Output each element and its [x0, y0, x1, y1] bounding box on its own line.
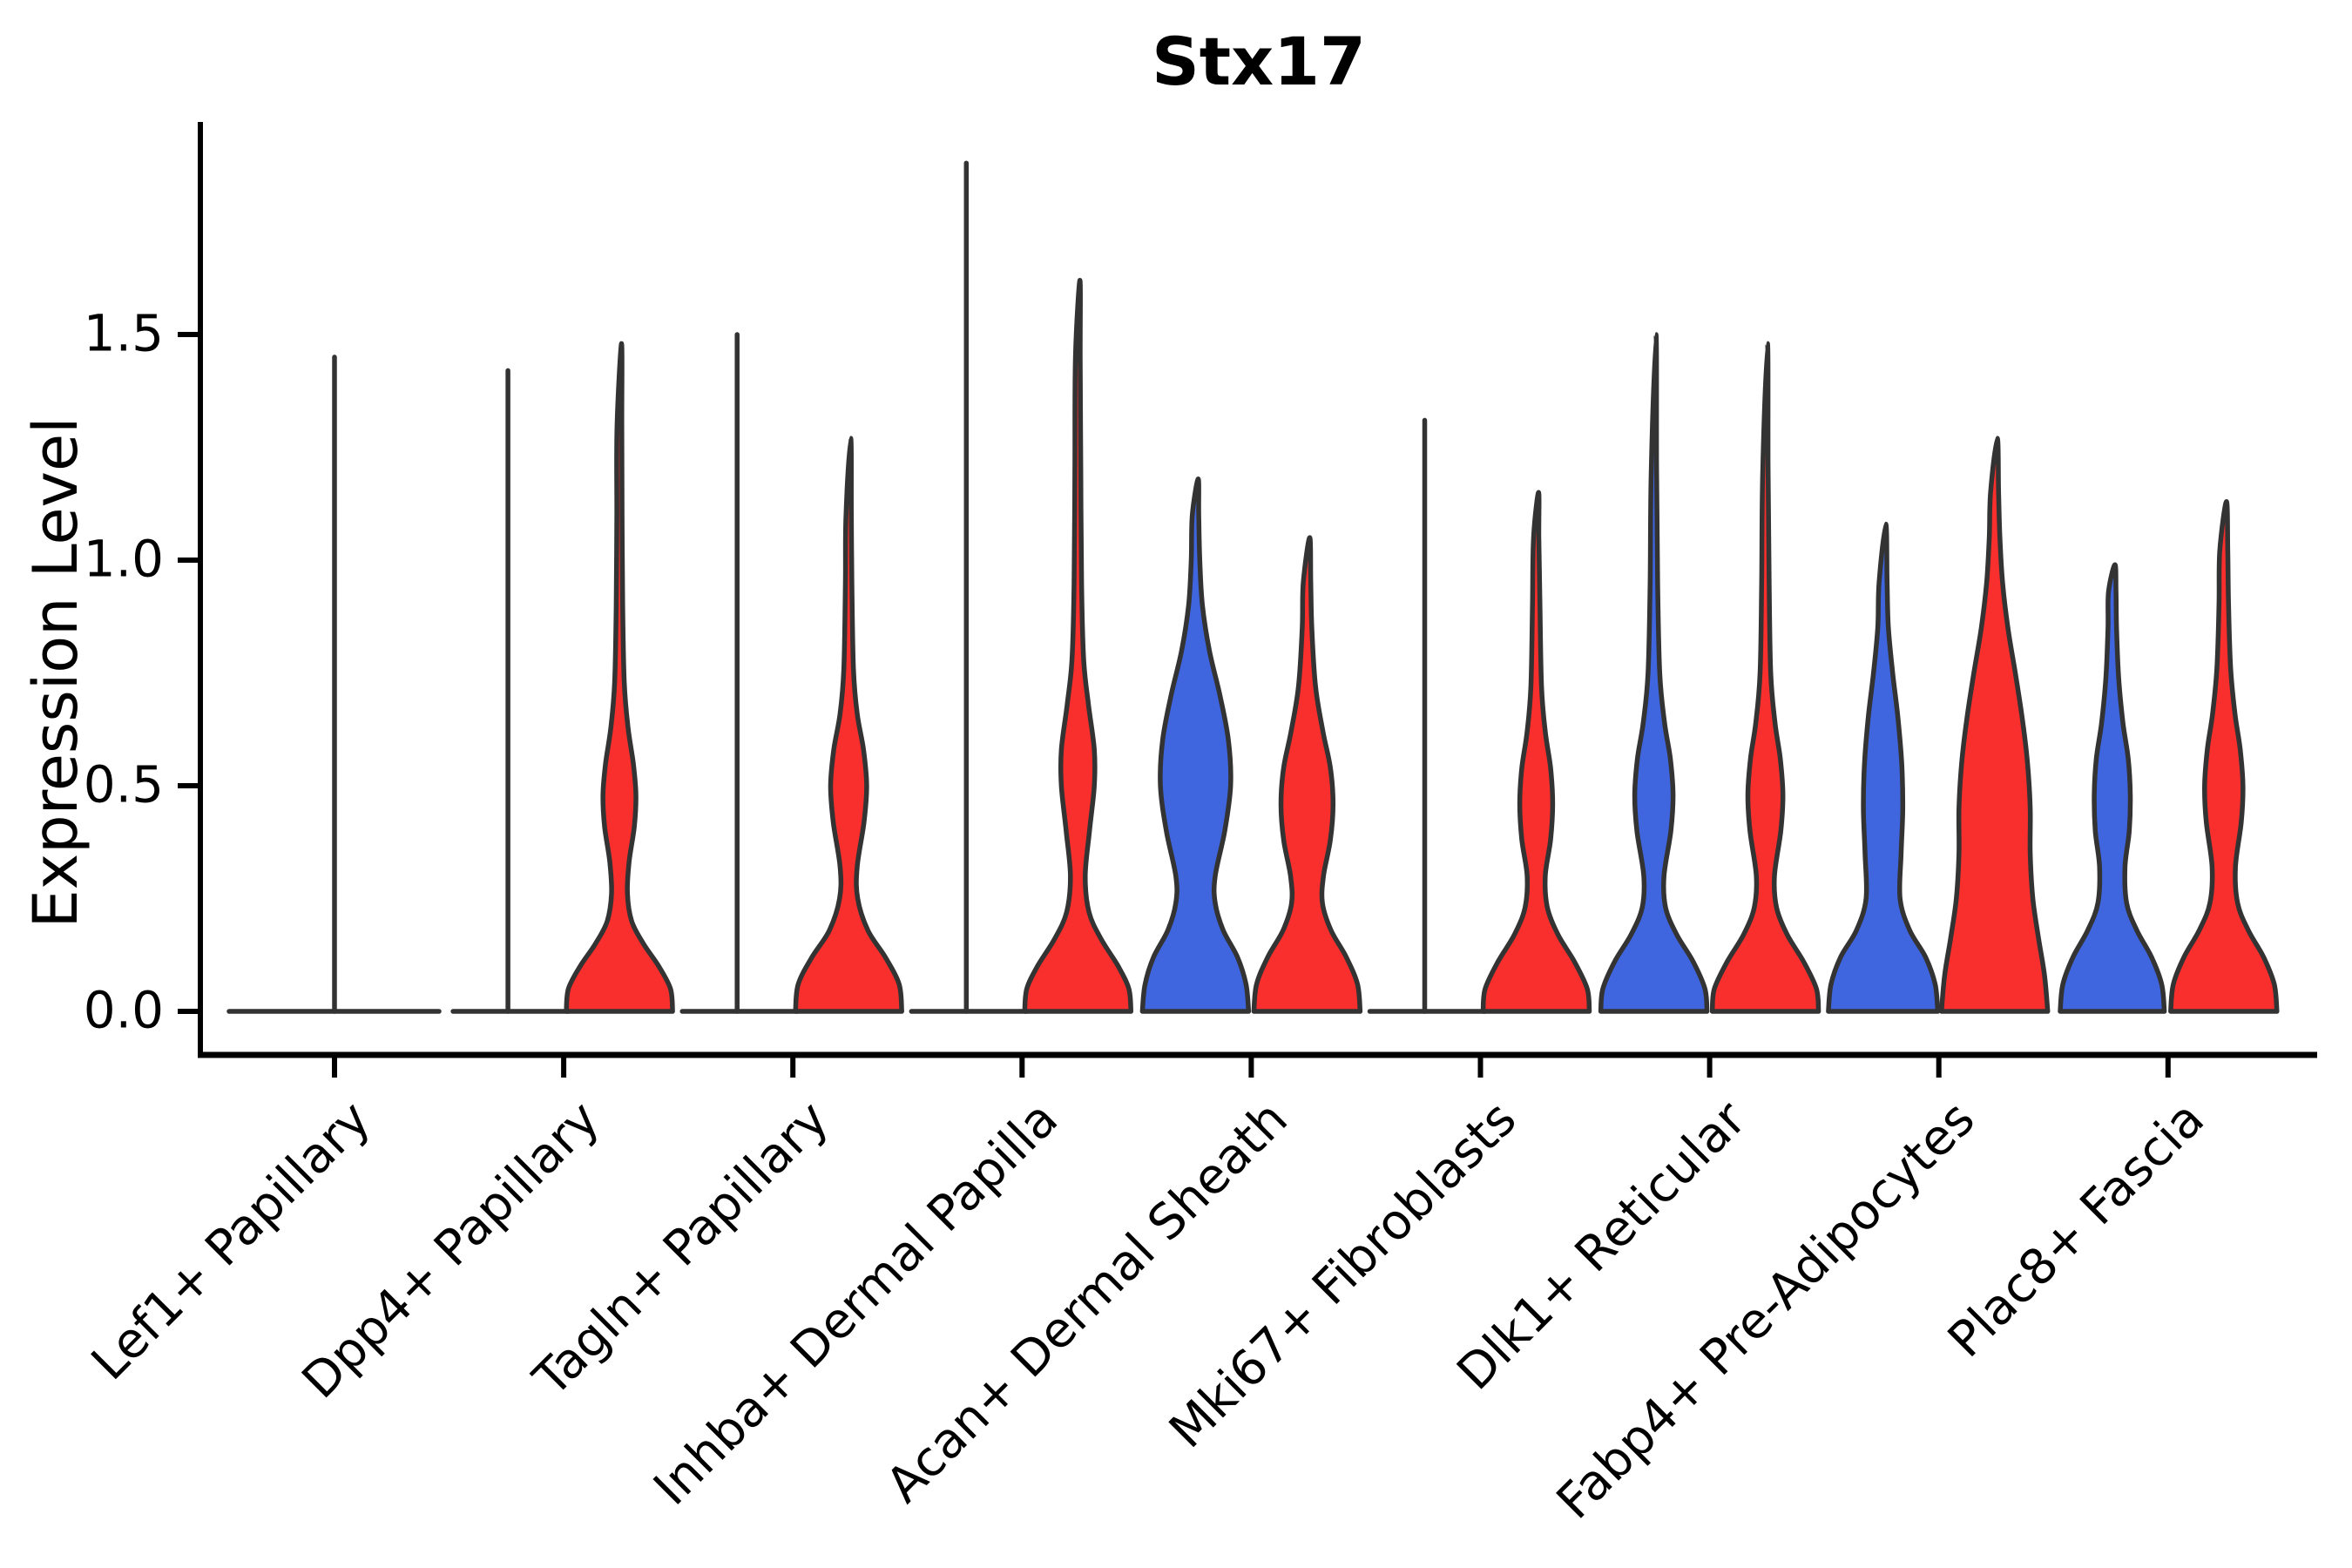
violin-tagln-papillary-red — [793, 436, 904, 1014]
y-axis-label: Expression Level — [20, 416, 91, 929]
violin-fabp4-pre-adipocytes-red — [1938, 436, 2051, 1014]
y-tick-label-1.5: 1.5 — [83, 303, 164, 363]
violin-plac8-fascia-blue — [2058, 562, 2167, 1014]
violin-dlk1-reticular-red — [1709, 341, 1821, 1014]
chart-title: Stx17 — [1152, 23, 1366, 100]
violin-dlk1-reticular-blue — [1598, 332, 1710, 1014]
y-tick-label-0.5: 0.5 — [83, 754, 164, 814]
violin-mki67-fibroblasts-red — [1480, 490, 1592, 1014]
y-tick-label-1.0: 1.0 — [83, 529, 164, 589]
y-tick-label-0.0: 0.0 — [83, 980, 164, 1040]
violin-dpp4-papillary-red — [564, 341, 675, 1014]
violin-acan-dermal-sheath-red — [1251, 535, 1363, 1014]
violin-inhba-dermal-papilla-red — [1022, 278, 1134, 1014]
violin-plac8-fascia-red — [2168, 498, 2280, 1014]
violin-acan-dermal-sheath-blue — [1139, 476, 1252, 1014]
violin-fabp4-pre-adipocytes-blue — [1826, 521, 1941, 1014]
